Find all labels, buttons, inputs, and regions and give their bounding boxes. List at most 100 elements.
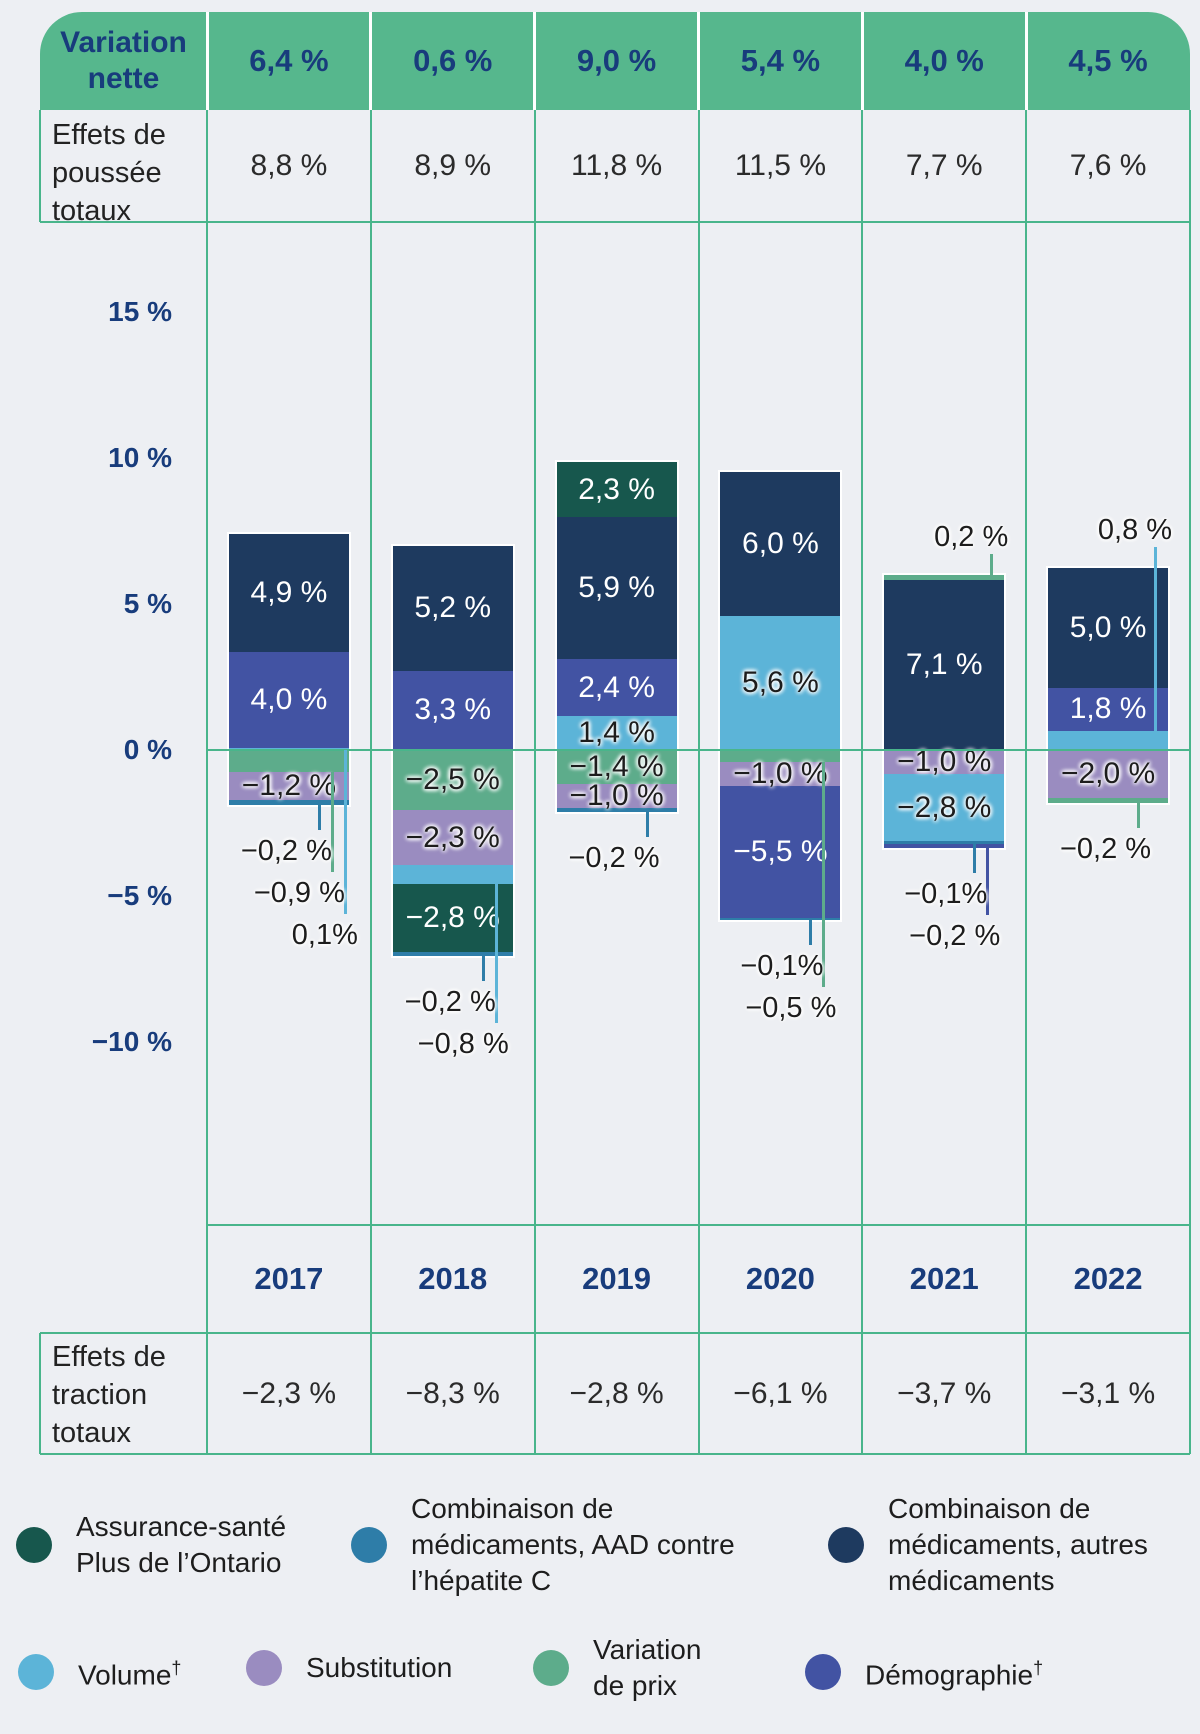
volume-dagger: †	[171, 1658, 182, 1678]
net-change-header	[40, 12, 1190, 110]
bar-segment-2017-prix	[228, 749, 349, 772]
header-separator	[860, 12, 864, 110]
bar-segment-2018-demographie: 3,3 %	[392, 670, 513, 750]
autres-medicaments-dot-icon	[828, 1527, 864, 1563]
bar-segment-2021-substitution: −1,0 %	[884, 745, 1005, 778]
net-change-cell-2021: 4,0 %	[904, 43, 984, 78]
year-label-2017: 2017	[254, 1261, 324, 1296]
segment-label: −5,5 %	[733, 834, 828, 868]
leader-line	[809, 920, 813, 946]
bar-segment-2019-autres: 5,9 %	[556, 517, 677, 659]
segment-label: −2,0 %	[1060, 756, 1156, 790]
year-label-2022: 2022	[1073, 1261, 1143, 1296]
bar-segment-2018-volume	[392, 865, 513, 885]
segment-label: −2,8 %	[897, 790, 992, 824]
leader-line	[973, 843, 977, 874]
callout-label: −0,8 %	[417, 1028, 509, 1061]
bar-segment-2021-autres: 7,1 %	[884, 579, 1005, 750]
horizontal-gridline	[40, 1453, 1190, 1455]
net-change-cell-2017: 6,4 %	[249, 43, 329, 78]
bar-segment-2019-ontario: 2,3 %	[556, 462, 677, 518]
callout-label: 0,1%	[291, 919, 358, 952]
push-total-cell-2020: 11,5 %	[734, 149, 826, 182]
pull-total-cell-2019: −2,8 %	[569, 1376, 664, 1410]
column-gridline	[697, 110, 700, 1454]
legend-label-volume: Volume†	[78, 1650, 181, 1693]
legend-label-aad: Combinaison de médicaments, AAD contre l…	[411, 1493, 735, 1596]
pull-total-cell-2018: −8,3 %	[405, 1376, 500, 1410]
callout-label: 0,8 %	[1097, 513, 1173, 546]
leader-line	[330, 771, 334, 873]
zero-line	[207, 749, 1190, 751]
bar-segment-2022-autres: 5,0 %	[1048, 567, 1169, 688]
segment-label: 4,0 %	[250, 682, 328, 716]
bar-segment-2022-demographie: 1,8 %	[1048, 687, 1169, 731]
segment-label: 2,3 %	[578, 472, 655, 506]
legend-label-prix: Variation de prix	[593, 1634, 702, 1701]
bar-segment-2020-substitution: −1,0 %	[720, 757, 841, 790]
bar-segment-2019-substitution: −1,0 %	[556, 779, 677, 812]
bar-segment-2022-volume	[1048, 730, 1169, 750]
volume-dot-icon	[18, 1653, 54, 1690]
header-separator	[1024, 12, 1028, 110]
demographie-dot-icon	[805, 1653, 841, 1690]
horizontal-gridline	[40, 1332, 1190, 1334]
bar-segment-2018-substitution: −2,3 %	[392, 809, 513, 866]
bar-segment-2017-demographie: 4,0 %	[228, 651, 349, 748]
column-gridline	[1025, 110, 1028, 1454]
segment-label: 1,8 %	[1069, 692, 1147, 726]
callout-label: −0,2 %	[1059, 832, 1152, 865]
column-gridline	[369, 110, 372, 1454]
legend-label-autres: Combinaison de médicaments, autres médic…	[888, 1493, 1148, 1596]
bar-2021: 7,1 % −1,0 % −2,8 %	[882, 572, 1007, 851]
legend-item-substitution: Substitution	[246, 1650, 452, 1686]
push-total-cell-2019: 11,8 %	[570, 149, 663, 182]
pull-total-cell-2022: −3,1 %	[1060, 1376, 1156, 1410]
segment-label: −2,8 %	[405, 900, 500, 934]
bar-segment-2019-aad	[556, 807, 677, 813]
bar-segment-2019-volume: 1,4 %	[556, 716, 677, 750]
callout-label: −0,1%	[904, 878, 988, 911]
leader-line	[645, 812, 649, 838]
outer-border-left-bottom	[39, 1333, 41, 1454]
net-change-label: Variation nette	[60, 26, 187, 95]
segment-label: −2,5 %	[405, 762, 500, 796]
segment-label: 7,1 %	[905, 647, 983, 681]
leader-line	[1154, 546, 1158, 731]
leader-line	[494, 884, 498, 1024]
segment-label: 5,2 %	[414, 591, 492, 625]
year-label-2020: 2020	[745, 1261, 815, 1296]
bar-2017: 4,9 % 4,0 % −1,2 %	[226, 532, 351, 808]
callout-label: 0,2 %	[934, 520, 1009, 553]
push-total-cell-2017: 8,8 %	[250, 149, 328, 182]
column-gridline	[206, 110, 208, 1454]
segment-label: 5,6 %	[742, 665, 819, 699]
leader-line	[986, 848, 990, 916]
axis-tick-0: 0 %	[123, 734, 172, 765]
legend-item-aad: Combinaison de médicaments, AAD contre l…	[351, 1491, 735, 1599]
substitution-dot-icon	[246, 1650, 282, 1686]
callout-label: −0,9 %	[253, 877, 345, 910]
column-gridline	[533, 110, 536, 1454]
bar-segment-2017-volume	[228, 747, 349, 750]
bar-segment-2018-ontario: −2,8 %	[392, 884, 513, 952]
variation-de-prix-dot-icon	[533, 1650, 569, 1686]
bar-segment-2017-autres: 4,9 %	[228, 534, 349, 652]
pull-totals-label: Effets de traction totaux	[52, 1341, 166, 1449]
segment-label: 1,4 %	[578, 716, 655, 750]
pull-total-cell-2021: −3,7 %	[897, 1376, 992, 1410]
callout-label: −0,2 %	[240, 835, 332, 868]
header-separator	[533, 12, 537, 110]
header-separator	[205, 12, 209, 110]
callout-label: −0,1%	[740, 950, 824, 983]
header-separator	[369, 12, 373, 110]
horizontal-gridline	[40, 221, 1190, 223]
legend-item-autres: Combinaison de médicaments, autres médic…	[828, 1491, 1148, 1599]
bar-segment-2019-demographie: 2,4 %	[556, 658, 677, 717]
callout-label: −0,2 %	[404, 986, 496, 1019]
bar-segment-2021-aad	[884, 841, 1005, 844]
segment-label: −1,0 %	[569, 778, 664, 812]
push-total-cell-2021: 7,7 %	[905, 149, 983, 182]
